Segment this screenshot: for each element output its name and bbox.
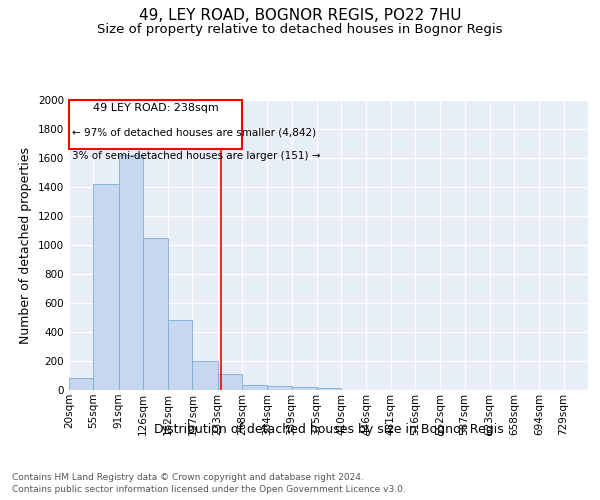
Text: ← 97% of detached houses are smaller (4,842): ← 97% of detached houses are smaller (4,…	[71, 128, 316, 138]
Text: Size of property relative to detached houses in Bognor Regis: Size of property relative to detached ho…	[97, 22, 503, 36]
Bar	[292, 387, 317, 390]
Bar	[94, 184, 119, 390]
Bar	[242, 385, 267, 390]
Bar	[218, 374, 242, 390]
Bar	[143, 238, 168, 390]
Text: Contains HM Land Registry data © Crown copyright and database right 2024.: Contains HM Land Registry data © Crown c…	[12, 472, 364, 482]
Bar	[168, 320, 193, 390]
Text: Distribution of detached houses by size in Bognor Regis: Distribution of detached houses by size …	[154, 422, 503, 436]
Bar	[317, 388, 341, 390]
Bar	[69, 378, 94, 390]
Text: 49, LEY ROAD, BOGNOR REGIS, PO22 7HU: 49, LEY ROAD, BOGNOR REGIS, PO22 7HU	[139, 8, 461, 22]
Text: Contains public sector information licensed under the Open Government Licence v3: Contains public sector information licen…	[12, 485, 406, 494]
Text: 49 LEY ROAD: 238sqm: 49 LEY ROAD: 238sqm	[92, 103, 218, 113]
Bar	[119, 155, 143, 390]
Y-axis label: Number of detached properties: Number of detached properties	[19, 146, 32, 344]
Text: 3% of semi-detached houses are larger (151) →: 3% of semi-detached houses are larger (1…	[71, 151, 320, 161]
Bar	[267, 386, 292, 390]
FancyBboxPatch shape	[69, 100, 242, 150]
Bar	[193, 361, 218, 390]
